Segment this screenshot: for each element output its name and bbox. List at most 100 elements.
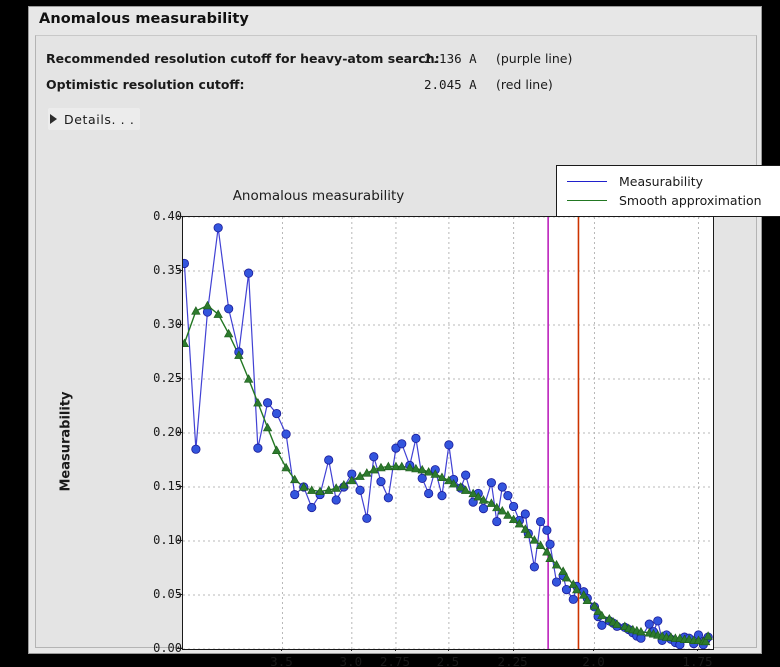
smooth-approximation-point (444, 475, 454, 485)
panel-content: Recommended resolution cutoff for heavy-… (35, 35, 780, 667)
smooth-approximation-line (183, 304, 709, 643)
y-tick-label: 0.00 (153, 641, 182, 655)
smooth-approximation-point (202, 300, 213, 310)
y-tick-label: 0.35 (153, 263, 182, 277)
smooth-approximation-point (508, 514, 519, 524)
x-tick-label: 2.5 (436, 654, 460, 667)
y-tick-label: 0.20 (153, 425, 182, 439)
measurability-point (191, 444, 201, 454)
recommended-cutoff-value: 2.136 A (424, 51, 477, 66)
smooth-approximation-point (271, 445, 282, 454)
y-tick-label: 0.30 (153, 317, 182, 331)
smooth-approximation-point (331, 483, 341, 492)
measurability-point (535, 516, 546, 527)
smooth-approximation-point (369, 464, 379, 474)
smooth-approximation-point (223, 328, 234, 338)
smooth-approximation-point (492, 502, 502, 512)
measurability-point (253, 443, 263, 453)
smooth-approximation-point (339, 480, 349, 489)
measurability-point (307, 502, 317, 513)
x-tick-label: 2.75 (379, 654, 410, 667)
measurability-point (331, 495, 341, 505)
smooth-approximation-point (299, 482, 309, 491)
smooth-approximation-point (572, 584, 582, 594)
measurability-point (324, 455, 334, 465)
optimistic-cutoff-value: 2.045 A (424, 77, 477, 92)
y-tick-mark (177, 270, 182, 271)
smooth-approximation-point (700, 636, 711, 646)
measurability-point (376, 476, 386, 487)
measurability-point (424, 488, 434, 499)
chart-title: Anomalous measurability (232, 188, 405, 204)
summary-row-recommended: Recommended resolution cutoff for heavy-… (46, 46, 746, 72)
disclosure-triangle-right-icon (50, 114, 57, 124)
measurability-point (478, 503, 489, 514)
smooth-approximation-point (523, 529, 534, 539)
smooth-approximation-point (262, 422, 273, 432)
y-tick-label: 0.10 (153, 533, 182, 547)
smooth-approximation-point (561, 572, 572, 582)
measurability-point (597, 620, 607, 630)
y-tick-mark (177, 486, 182, 487)
panel-header: Anomalous measurability (29, 7, 761, 35)
x-tick-label: 2.0 (582, 654, 605, 667)
measurability-point (383, 493, 393, 503)
measurability-point (520, 509, 530, 519)
smooth-approximation-point (383, 461, 394, 471)
y-tick-mark (177, 378, 182, 379)
y-tick-label: 0.25 (153, 371, 182, 385)
measurability-point (542, 525, 552, 535)
measurability-point (290, 489, 300, 500)
summary-row-optimistic: Optimistic resolution cutoff: 2.045 A (r… (46, 72, 746, 98)
smooth-approximation-point (430, 469, 440, 478)
smooth-approximation-point (503, 510, 513, 519)
smooth-approximation-point (405, 462, 415, 472)
x-tick-label: 3.0 (339, 654, 363, 667)
y-axis-title: Measurability (58, 391, 74, 492)
measurability-point (545, 539, 555, 549)
smooth-approximation-point (290, 474, 300, 484)
smooth-approximation-point (545, 553, 555, 562)
measurability-point (568, 594, 578, 604)
optimistic-cutoff-note: (red line) (496, 77, 553, 92)
measurability-point (183, 258, 189, 269)
smooth-approximation-point (213, 309, 223, 318)
recommended-cutoff-label: Recommended resolution cutoff for heavy-… (46, 51, 440, 66)
smooth-approximation-point (347, 475, 357, 485)
smooth-approximation-point (589, 600, 600, 610)
details-disclosure[interactable]: Details. . . (48, 108, 141, 130)
smooth-approximation-point (417, 464, 427, 474)
measurability-line (183, 227, 709, 646)
x-tick-label: 2.25 (497, 654, 528, 667)
smooth-approximation-point (612, 619, 622, 628)
summary-block: Recommended resolution cutoff for heavy-… (46, 46, 746, 98)
measurability-point (561, 584, 572, 595)
y-tick-mark (177, 540, 182, 541)
smooth-approximation-point (551, 559, 562, 569)
smooth-approximation-point (604, 613, 615, 623)
legend-line-swatch-blue (567, 181, 607, 182)
measurability-point (213, 223, 223, 233)
x-tick-label: 1.75 (682, 654, 713, 667)
y-tick-label: 0.40 (153, 209, 182, 223)
y-tick-mark (177, 324, 182, 325)
smooth-approximation-point (579, 590, 589, 599)
y-tick-mark (177, 648, 182, 649)
measurability-point (461, 470, 471, 480)
smooth-approximation-point (376, 462, 386, 472)
chart-legend: Measurability Smooth approximation (556, 165, 780, 217)
smooth-approximation-point (281, 462, 291, 472)
legend-line-swatch-green (567, 200, 607, 201)
smooth-approximation-point (460, 485, 471, 494)
smooth-approximation-point (535, 540, 546, 549)
smooth-approximation-point (582, 595, 592, 605)
measurability-point (653, 616, 663, 626)
measurability-point (503, 491, 513, 501)
smooth-approximation-point (636, 626, 646, 636)
smooth-approximation-point (234, 350, 244, 359)
y-tick-label: 0.05 (153, 587, 182, 601)
measurability-point (272, 408, 282, 419)
smooth-approximation-point (315, 486, 325, 495)
smooth-approximation-point (468, 488, 478, 498)
smooth-approximation-point (558, 566, 568, 575)
